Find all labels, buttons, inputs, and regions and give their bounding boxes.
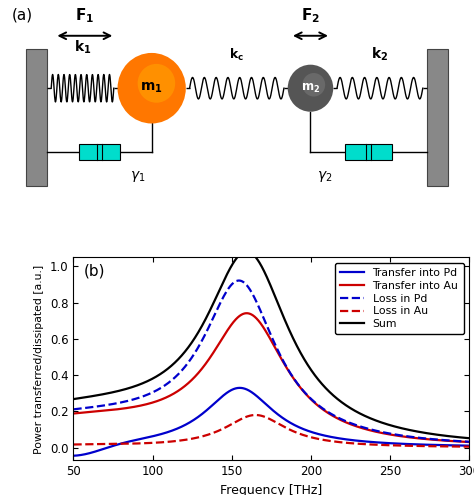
Transfer into Au [244, 310, 249, 316]
Text: $\gamma_2$: $\gamma_2$ [317, 169, 332, 184]
Text: $\mathbf{m_1}$: $\mathbf{m_1}$ [140, 81, 163, 96]
X-axis label: Frequency [THz]: Frequency [THz] [220, 484, 322, 495]
Loss in Au [91, 441, 97, 447]
Text: (a): (a) [12, 7, 33, 22]
Circle shape [288, 65, 333, 112]
Loss in Pd [455, 438, 461, 444]
Sum [263, 273, 269, 279]
FancyBboxPatch shape [79, 144, 120, 160]
Sum [466, 435, 472, 441]
Loss in Au [455, 444, 461, 449]
Loss in Au [71, 442, 76, 447]
Loss in Au [253, 412, 258, 418]
Sum [71, 396, 76, 402]
Text: $\mathbf{k_2}$: $\mathbf{k_2}$ [371, 46, 389, 63]
Sum [455, 434, 461, 440]
Text: $\mathbf{k_1}$: $\mathbf{k_1}$ [74, 39, 91, 56]
Sum [455, 434, 461, 440]
FancyBboxPatch shape [345, 144, 392, 160]
Loss in Au [455, 444, 461, 449]
Line: Loss in Au: Loss in Au [73, 415, 469, 446]
Loss in Pd [383, 430, 388, 436]
Loss in Au [383, 442, 388, 448]
Loss in Pd [253, 297, 258, 303]
Line: Transfer into Au: Transfer into Au [73, 313, 469, 442]
Loss in Au [263, 414, 269, 420]
Sum [383, 421, 388, 427]
Loss in Pd [466, 439, 472, 445]
Text: $\mathbf{m_2}$: $\mathbf{m_2}$ [301, 82, 320, 95]
Loss in Au [253, 412, 258, 418]
Transfer into Pd [455, 443, 461, 448]
Transfer into Au [253, 315, 258, 321]
Loss in Pd [263, 321, 269, 327]
Loss in Pd [236, 278, 242, 284]
Loss in Pd [455, 438, 461, 444]
Transfer into Au [263, 329, 269, 335]
Sum [244, 248, 249, 254]
Y-axis label: Power transferred/dissipated [a.u.]: Power transferred/dissipated [a.u.] [35, 264, 45, 453]
Line: Transfer into Pd: Transfer into Pd [73, 388, 469, 456]
Transfer into Au [455, 439, 461, 445]
Sum [91, 393, 97, 399]
Loss in Pd [71, 406, 76, 412]
Text: (b): (b) [83, 263, 105, 279]
Transfer into Pd [455, 443, 461, 448]
Text: $\mathbf{F_1}$: $\mathbf{F_1}$ [75, 6, 94, 25]
Transfer into Pd [91, 449, 97, 455]
Transfer into Au [91, 409, 97, 415]
Circle shape [118, 53, 186, 123]
Legend: Transfer into Pd, Transfer into Au, Loss in Pd, Loss in Au, Sum: Transfer into Pd, Transfer into Au, Loss… [335, 263, 464, 335]
Transfer into Pd [71, 453, 76, 459]
Text: $\gamma_1$: $\gamma_1$ [130, 169, 145, 184]
Text: $\mathbf{k_c}$: $\mathbf{k_c}$ [229, 47, 244, 63]
Transfer into Au [455, 439, 461, 445]
Bar [26, 49, 47, 186]
Transfer into Pd [253, 392, 258, 398]
Transfer into Pd [237, 385, 243, 391]
Transfer into Au [71, 410, 76, 416]
Circle shape [137, 64, 175, 103]
Sum [253, 254, 258, 260]
Loss in Au [466, 444, 472, 449]
Circle shape [302, 73, 325, 97]
Transfer into Pd [263, 401, 269, 407]
Text: $\mathbf{F_2}$: $\mathbf{F_2}$ [301, 6, 320, 25]
Line: Loss in Pd: Loss in Pd [73, 281, 469, 442]
Transfer into Au [466, 439, 472, 445]
Line: Sum: Sum [73, 251, 469, 438]
Transfer into Pd [383, 440, 388, 446]
Bar [427, 49, 448, 186]
Loss in Pd [91, 404, 97, 410]
Transfer into Pd [466, 443, 472, 448]
Transfer into Au [383, 431, 388, 437]
